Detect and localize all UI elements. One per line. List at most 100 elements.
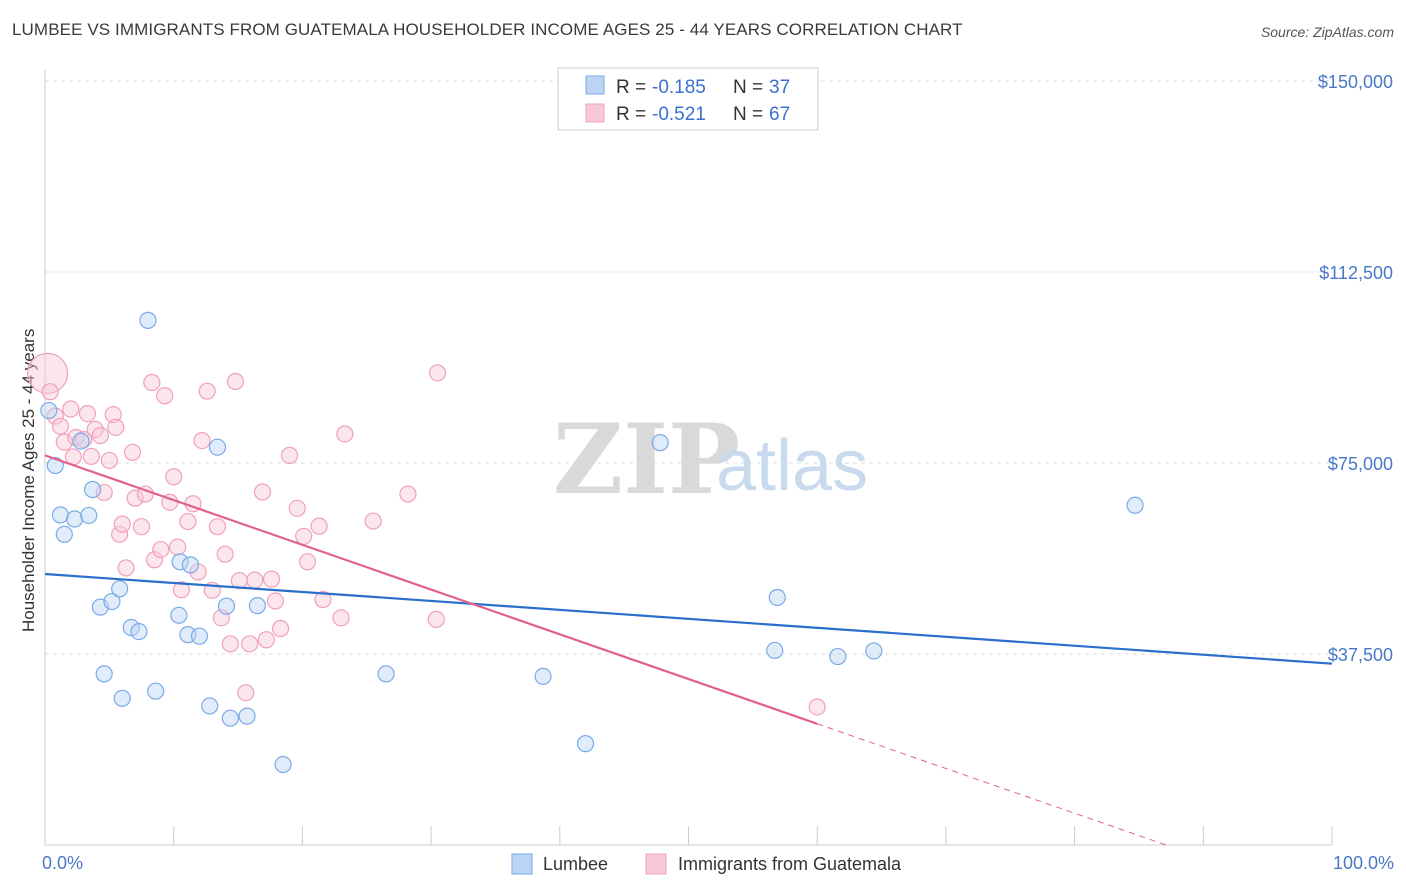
gridlines <box>45 80 1332 655</box>
guatemala-point <box>288 499 306 517</box>
guatemala-point <box>262 570 281 588</box>
guatemala-point <box>298 553 317 571</box>
y-tick-label-2: $112,500 <box>1319 263 1393 283</box>
lumbee-point <box>66 510 84 528</box>
guatemala-point <box>280 446 299 464</box>
lumbee-point <box>171 553 189 571</box>
guatemala-point <box>78 404 97 423</box>
lumbee-point <box>80 506 98 525</box>
lumbee-point <box>55 525 73 543</box>
guatemala-point <box>336 425 354 443</box>
guatemala-point <box>179 512 197 531</box>
guatemala-point <box>193 431 211 450</box>
guatemala-point <box>145 551 163 569</box>
y-tick-label-1: $75,000 <box>1328 454 1393 474</box>
lumbee-point <box>147 682 165 700</box>
guatemala-point <box>364 512 382 530</box>
guatemala-point <box>111 525 129 543</box>
lumbee-point <box>377 665 395 683</box>
lumbee-point <box>103 592 121 611</box>
guatemala-point <box>41 383 59 401</box>
legend-box: R = -0.185 N = 37 R = -0.521 N = 67 <box>557 67 819 131</box>
bottom-legend-swatch-guatemala <box>645 853 667 875</box>
source-label: Source: ZipAtlas.com <box>1260 24 1394 40</box>
chart-title: LUMBEE VS IMMIGRANTS FROM GUATEMALA HOUS… <box>12 20 963 39</box>
watermark: ZIP atlas <box>553 403 868 516</box>
watermark-atlas: atlas <box>716 426 868 506</box>
lumbee-point <box>829 647 847 666</box>
guatemala-point <box>399 485 417 503</box>
lumbee-point <box>40 401 58 420</box>
lumbee-point <box>181 556 200 574</box>
y-tick-label-3: $150,000 <box>1318 72 1393 92</box>
guatemala-point <box>132 518 151 536</box>
guatemala-point <box>91 426 109 445</box>
bottom-legend: Lumbee Immigrants from Guatemala <box>511 853 902 875</box>
lumbee-point <box>768 588 786 607</box>
y-tick-labels: $37,500 $75,000 $112,500 $150,000 <box>1318 72 1393 665</box>
guatemala-point <box>221 635 239 653</box>
lumbee-point <box>72 432 90 450</box>
guatemala-point <box>51 417 70 435</box>
guatemala-point <box>332 609 350 627</box>
lumbee-point <box>190 627 209 645</box>
guatemala-point <box>113 515 131 533</box>
lumbee-point <box>46 456 64 475</box>
guatemala-point <box>271 619 290 638</box>
guatemala-point <box>165 468 183 486</box>
guatemala-point <box>123 443 142 461</box>
guatemala-point <box>104 406 122 424</box>
legend-n-value-0: 37 <box>769 77 790 98</box>
guatemala-point <box>216 545 234 563</box>
guatemala-trend-extension <box>817 723 1167 846</box>
legend-swatch-lumbee <box>585 75 605 95</box>
y-tick-label-0: $37,500 <box>1328 645 1393 665</box>
lumbee-point <box>130 622 148 641</box>
x-tick-label-1: 100.0% <box>1333 853 1394 873</box>
x-tick-label-0: 0.0% <box>42 853 83 873</box>
lumbee-point <box>274 755 292 774</box>
bottom-legend-swatch-lumbee <box>511 853 533 875</box>
watermark-zip: ZIP <box>553 403 740 516</box>
lumbee-point <box>1126 496 1144 514</box>
lumbee-point <box>221 709 239 727</box>
guatemala-point <box>62 400 80 418</box>
lumbee-trend-line <box>44 572 1333 665</box>
guatemala-point <box>156 387 174 405</box>
guatemala-point <box>226 372 245 391</box>
lumbee-point <box>208 438 227 456</box>
lumbee-points <box>40 311 1144 774</box>
guatemala-point <box>428 364 447 382</box>
guatemala-point <box>314 590 332 609</box>
legend-r-label-0: R = <box>616 77 646 98</box>
guatemala-point <box>198 382 216 400</box>
guatemala-point <box>208 518 227 536</box>
guatemala-point <box>808 698 826 716</box>
guatemala-point <box>126 489 144 507</box>
trend-lines <box>44 454 1333 846</box>
guatemala-point <box>152 540 170 559</box>
lumbee-point <box>865 642 883 660</box>
guatemala-point <box>168 538 187 556</box>
lumbee-point <box>95 665 113 683</box>
lumbee-point <box>651 434 669 452</box>
guatemala-point <box>246 571 264 589</box>
lumbee-point <box>113 689 131 707</box>
guatemala-point <box>253 483 272 501</box>
legend-swatch-guatemala <box>585 103 605 123</box>
lumbee-point <box>248 597 266 615</box>
lumbee-point <box>84 480 102 499</box>
lumbee-point <box>201 697 219 715</box>
guatemala-point <box>100 451 118 470</box>
lumbee-point <box>766 641 784 660</box>
lumbee-point <box>238 707 256 725</box>
legend-n-value-1: 67 <box>769 104 790 125</box>
guatemala-point <box>241 635 259 653</box>
guatemala-point <box>237 684 255 702</box>
guatemala-point <box>427 610 445 628</box>
lumbee-point <box>139 311 157 329</box>
axes <box>44 70 1333 846</box>
bottom-legend-label-guatemala: Immigrants from Guatemala <box>678 854 902 874</box>
guatemala-point <box>117 559 135 577</box>
